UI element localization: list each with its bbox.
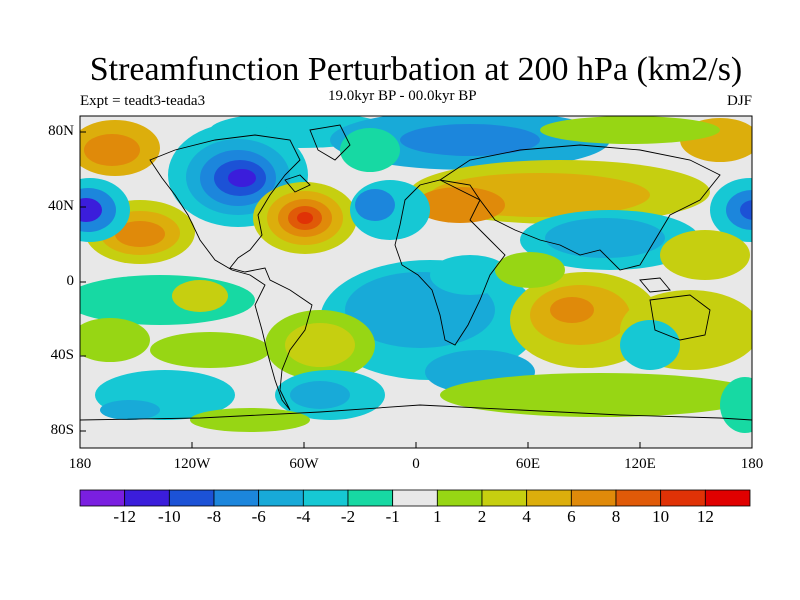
colorbar-label: -4: [296, 507, 311, 526]
colorbar-label: -8: [206, 507, 222, 526]
colorbar-label: 6: [567, 507, 576, 526]
colorbar-label: -2: [340, 507, 356, 526]
colorbar: [79, 489, 751, 507]
colorbar-label: -10: [157, 507, 181, 526]
colorbar-swatch: [615, 489, 662, 507]
axis-ticks: [79, 131, 753, 448]
colorbar-label: 4: [522, 507, 531, 526]
colorbar-swatch: [392, 489, 438, 507]
colorbar-swatch: [213, 489, 260, 507]
lat-label-80s: 80S: [50, 422, 74, 438]
colorbar-swatch: [660, 489, 706, 507]
season-label: DJF: [726, 93, 752, 109]
colorbar-label: 12: [696, 507, 714, 526]
colorbar-swatch: [570, 489, 617, 507]
lon-label-60w: 60W: [289, 456, 319, 472]
lon-label-0: 0: [412, 456, 420, 472]
colorbar-swatch: [302, 489, 349, 507]
colorbar-label: 1: [433, 507, 442, 526]
colorbar-swatch: [481, 489, 528, 507]
coastlines: [80, 124, 752, 421]
time-range-label: 19.0kyr BP - 00.0kyr BP: [328, 88, 477, 104]
lon-label-180w: 180: [68, 456, 92, 472]
colorbar-label: -12: [113, 507, 136, 526]
colorbar-swatch: [347, 489, 394, 507]
colorbar-label: 8: [611, 507, 621, 526]
colorbar-label: 10: [652, 507, 670, 526]
lat-label-40n: 40N: [48, 198, 74, 214]
colorbar-swatch: [258, 489, 304, 507]
colorbar-label: -1: [385, 507, 400, 526]
colorbar-swatch: [704, 489, 751, 507]
lat-label-0: 0: [66, 273, 75, 289]
colorbar-label: -6: [251, 507, 266, 526]
lon-label-120e: 120E: [624, 456, 656, 472]
lat-label-80n: 80N: [48, 123, 74, 139]
colorbar-swatch: [79, 489, 126, 507]
lon-label-60e: 60E: [515, 456, 541, 472]
experiment-label: Expt = teadt3-teada3: [80, 93, 206, 109]
colorbar-swatch: [124, 489, 170, 507]
colorbar-swatch: [436, 489, 483, 507]
lat-label-40s: 40S: [50, 347, 74, 363]
colorbar-label: 2: [477, 507, 487, 526]
colorbar-swatch: [168, 489, 215, 507]
chart-title: Streamfunction Perturbation at 200 hPa (…: [89, 51, 743, 88]
lon-label-120w: 120W: [173, 456, 211, 472]
contour-field: [80, 116, 752, 433]
lon-label-180e: 180: [740, 456, 764, 472]
colorbar-swatch: [526, 489, 572, 507]
